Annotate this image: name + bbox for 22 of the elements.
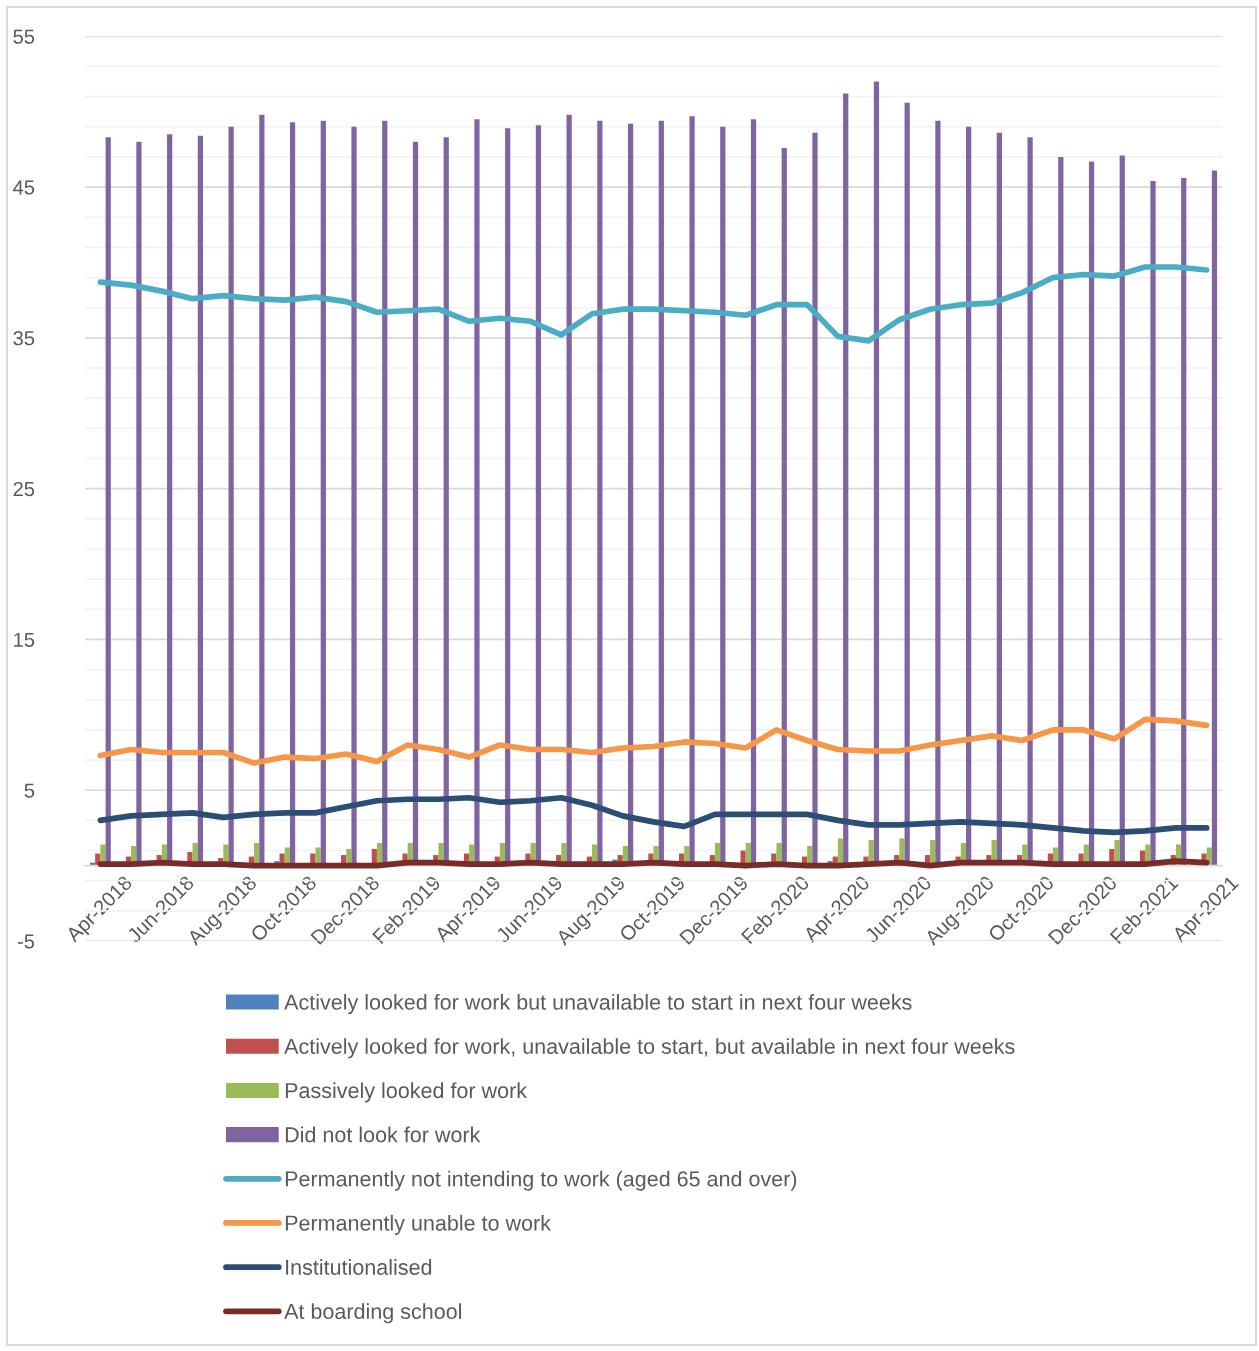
bar — [259, 114, 265, 866]
legend-label: Institutionalised — [286, 1259, 432, 1275]
legend-label: Permanently unable to work — [285, 1214, 551, 1235]
y-tick-label: 15 — [14, 632, 35, 647]
y-tick-label: 45 — [13, 180, 35, 195]
bar — [289, 122, 296, 866]
y-tick-label: 25 — [13, 481, 35, 497]
y-tick-label: 55 — [13, 29, 35, 44]
legend-label: Did not look for work — [285, 1126, 481, 1143]
legend-label: Passively looked for work — [285, 1082, 528, 1103]
legend-label: Actively looked for work but unavailable to start in next four weeks — [284, 994, 912, 1015]
y-tick-label: 35 — [13, 331, 35, 346]
legend-label: Permanently not intending to work (aged 65 and over) — [285, 1170, 797, 1191]
bar — [1181, 178, 1187, 866]
bar — [812, 132, 818, 866]
bar — [1211, 170, 1218, 866]
legend-label: Actively looked for work, unavailable to start, but available in next four weeks — [284, 1038, 1015, 1059]
y-tick-label: -5 — [17, 934, 35, 949]
bar — [320, 120, 326, 866]
y-tick-label: 5 — [24, 783, 35, 798]
bar — [351, 126, 357, 866]
legend-label: At boarding school — [284, 1303, 461, 1324]
